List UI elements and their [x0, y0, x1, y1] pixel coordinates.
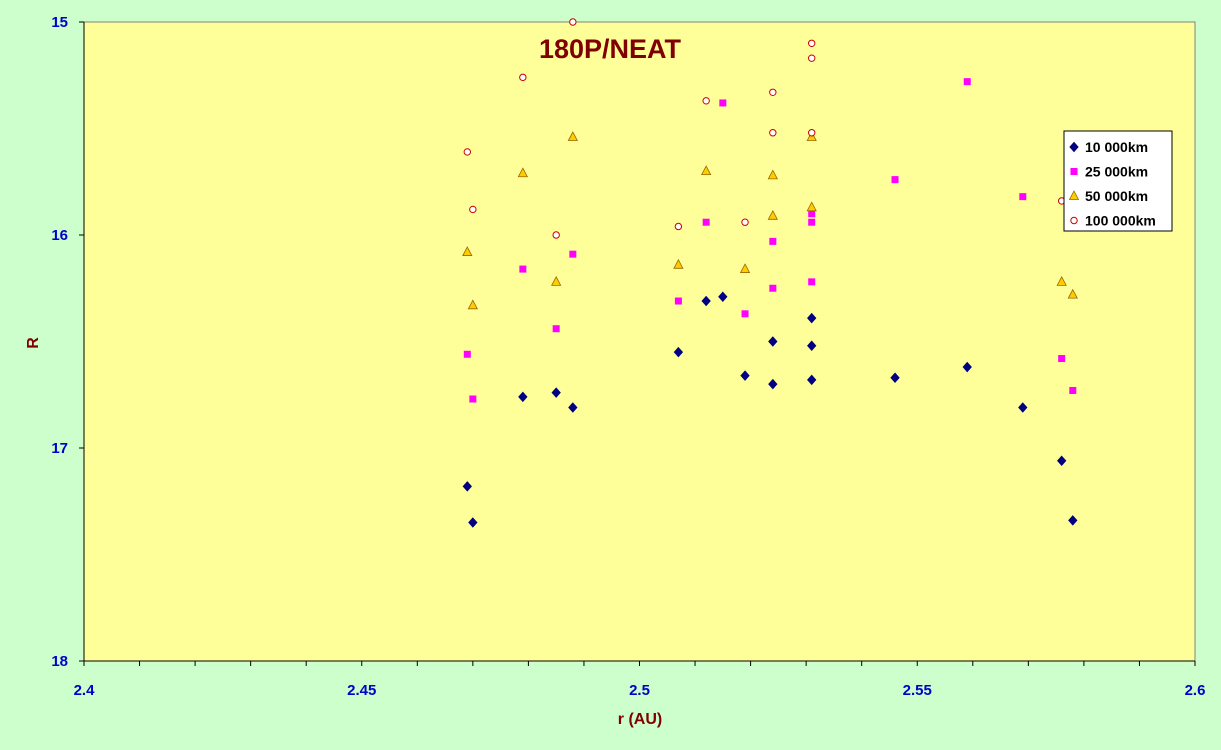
data-point-circle	[808, 39, 816, 47]
legend-marker-square	[1070, 168, 1078, 175]
data-point-diamond	[551, 387, 561, 398]
data-point-diamond	[468, 517, 478, 528]
data-point-diamond	[890, 372, 900, 383]
data-point-square	[469, 395, 477, 403]
data-point-diamond	[568, 402, 578, 413]
y-tick-label: 18	[51, 653, 68, 670]
y-tick-label: 16	[51, 227, 68, 244]
data-point-diamond	[1057, 455, 1067, 467]
data-point-diamond	[768, 378, 778, 390]
series-square	[463, 78, 1077, 403]
data-point-diamond	[1018, 402, 1028, 413]
data-point-circle	[552, 231, 560, 239]
x-tick-label: 2.55	[903, 682, 932, 699]
data-point-diamond	[462, 481, 472, 492]
data-point-diamond	[718, 291, 728, 303]
data-point-square	[702, 218, 710, 226]
data-point-square	[1019, 193, 1027, 201]
x-tick-label: 2.45	[347, 682, 376, 699]
data-point-circle	[769, 88, 777, 96]
data-point-triangle	[700, 165, 712, 176]
legend-marker-diamond	[1069, 141, 1079, 153]
legend-marker-circle	[1070, 216, 1078, 225]
x-axis-title: r (AU)	[618, 711, 662, 728]
data-point-diamond	[518, 391, 528, 403]
data-point-diamond	[807, 312, 817, 324]
data-point-square	[808, 218, 816, 226]
data-point-square	[1058, 355, 1066, 363]
axes	[79, 21, 1196, 666]
data-point-circle	[519, 73, 527, 82]
data-point-square	[808, 278, 816, 286]
data-point-square	[891, 176, 899, 184]
data-point-square	[552, 325, 560, 333]
data-point-triangle	[551, 276, 562, 286]
legend-label: 100 000km	[1085, 213, 1156, 229]
data-point-circle	[674, 222, 683, 231]
data-point-square	[719, 99, 727, 107]
data-point-square	[769, 284, 777, 292]
legend-label: 25 000km	[1085, 164, 1148, 180]
data-point-diamond	[1068, 515, 1078, 526]
data-point-triangle	[767, 209, 778, 220]
series-circle	[463, 18, 1066, 239]
data-point-diamond	[768, 336, 778, 347]
legend-box	[1063, 130, 1173, 232]
y-tick-label: 15	[51, 14, 68, 31]
legend-label: 10 000km	[1085, 139, 1148, 155]
data-point-diamond	[701, 295, 711, 307]
x-tick-label: 2.4	[74, 682, 96, 699]
data-point-triangle	[1056, 276, 1067, 286]
data-point-circle	[808, 129, 816, 137]
data-point-square	[808, 210, 816, 218]
data-point-triangle	[1067, 288, 1078, 299]
data-point-triangle	[517, 167, 529, 178]
data-point-square	[569, 250, 577, 258]
data-point-circle	[808, 54, 816, 62]
data-point-diamond	[962, 361, 972, 373]
data-point-triangle	[467, 299, 479, 310]
data-point-triangle	[462, 246, 473, 256]
legend-marker-triangle	[1068, 190, 1080, 200]
data-point-square	[769, 237, 777, 245]
y-axis-title: R	[25, 337, 42, 349]
data-point-circle	[469, 205, 477, 214]
data-point-square	[1069, 386, 1077, 394]
series-triangle	[462, 131, 1078, 310]
data-point-triangle	[806, 201, 817, 212]
data-point-triangle	[739, 263, 751, 273]
data-point-circle	[741, 218, 749, 226]
data-point-circle	[463, 148, 471, 156]
data-point-square	[463, 350, 471, 358]
data-point-square	[741, 310, 749, 318]
series-diamond	[462, 291, 1078, 528]
data-point-diamond	[740, 370, 750, 381]
data-point-diamond	[807, 340, 817, 352]
legend: 10 000km 25 000km 50 000km 100 000km	[1063, 130, 1173, 232]
data-points	[462, 18, 1078, 528]
data-point-square	[963, 78, 971, 86]
data-point-circle	[702, 97, 710, 105]
data-point-diamond	[807, 374, 817, 386]
data-point-triangle	[673, 258, 684, 269]
tick-labels: 2.4 2.45 2.5 2.55 2.6 15 16 17 18	[51, 14, 1205, 699]
data-point-square	[519, 265, 527, 273]
legend-label: 50 000km	[1085, 188, 1148, 204]
data-point-circle	[569, 18, 577, 26]
data-point-square	[674, 297, 682, 305]
y-tick-label: 17	[51, 440, 68, 457]
data-point-circle	[769, 129, 777, 137]
chart-title: 180P/NEAT	[539, 34, 682, 64]
data-point-triangle	[767, 169, 778, 180]
x-tick-label: 2.6	[1185, 682, 1206, 699]
plot-area	[83, 21, 1196, 662]
x-tick-label: 2.5	[629, 682, 650, 699]
data-point-triangle	[567, 131, 579, 141]
data-point-diamond	[673, 346, 684, 358]
